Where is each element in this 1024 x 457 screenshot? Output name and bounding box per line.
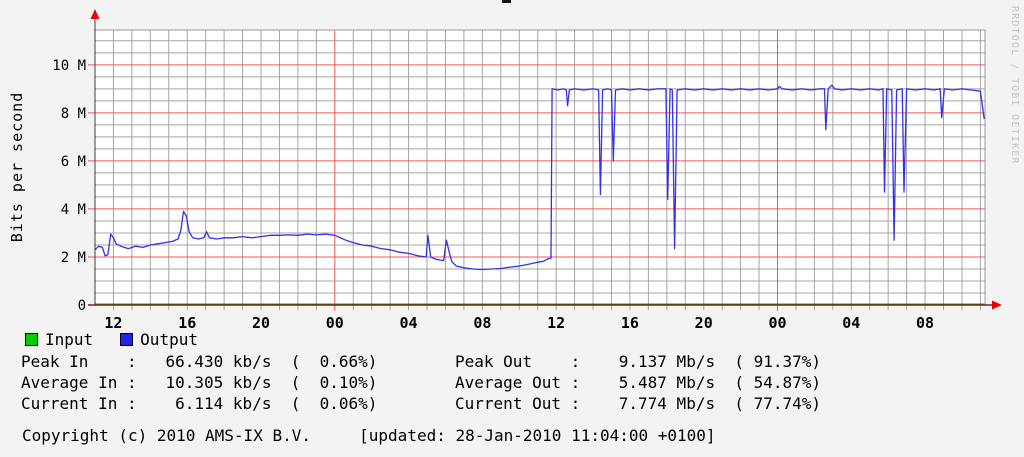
peak-in-line: Peak In : 66.430 kb/s ( 0.66%) [21, 352, 378, 371]
svg-text:0: 0 [78, 298, 86, 314]
traffic-chart-canvas: 0 2 M 4 M 6 M 8 M 10 M 12 16 20 00 04 08 12 16 20 00 04 0… [52, 9, 1002, 330]
copyright-line: Copyright (c) 2010 AMS-IX B.V. [updated:… [22, 426, 716, 445]
current-out-line: Current Out : 7.774 Mb/s ( 77.74%) [455, 394, 822, 413]
output-legend-label: Output [140, 330, 198, 349]
svg-text:4 M: 4 M [61, 202, 86, 218]
current-in-line: Current In : 6.114 kb/s ( 0.06%) [21, 394, 378, 413]
peak-out-line: Peak Out : 9.137 Mb/s ( 91.37%) [455, 352, 822, 371]
svg-text:12: 12 [104, 314, 122, 330]
svg-text:08: 08 [916, 314, 934, 330]
rrdtool-watermark: RRDTOOL / TOBI OETIKER [1009, 6, 1020, 165]
average-out-line: Average Out : 5.487 Mb/s ( 54.87%) [455, 373, 822, 392]
input-stats-column: Peak In : 66.430 kb/s ( 0.66%) Average I… [21, 351, 377, 414]
cropped-title-artifact [502, 0, 511, 3]
input-legend-swatch [25, 333, 38, 346]
svg-text:00: 00 [768, 314, 786, 330]
output-stats-column: Peak Out : 9.137 Mb/s ( 91.37%) Average … [455, 351, 821, 414]
svg-text:04: 04 [400, 314, 418, 330]
output-legend-swatch [120, 333, 134, 346]
svg-text:10 M: 10 M [52, 58, 86, 74]
svg-text:08: 08 [473, 314, 491, 330]
average-in-line: Average In : 10.305 kb/s ( 0.10%) [21, 373, 378, 392]
chart-legend: Input Output [25, 330, 198, 349]
svg-text:8 M: 8 M [61, 106, 86, 122]
input-legend-label: Input [45, 330, 94, 349]
svg-text:04: 04 [842, 314, 860, 330]
svg-text:20: 20 [252, 314, 270, 330]
output-series-line [94, 84, 985, 271]
svg-text:12: 12 [547, 314, 565, 330]
svg-text:16: 16 [178, 314, 196, 330]
svg-text:20: 20 [695, 314, 713, 330]
svg-text:2 M: 2 M [61, 250, 86, 266]
svg-text:00: 00 [326, 314, 344, 330]
svg-text:6 M: 6 M [61, 154, 86, 170]
svg-text:16: 16 [621, 314, 639, 330]
